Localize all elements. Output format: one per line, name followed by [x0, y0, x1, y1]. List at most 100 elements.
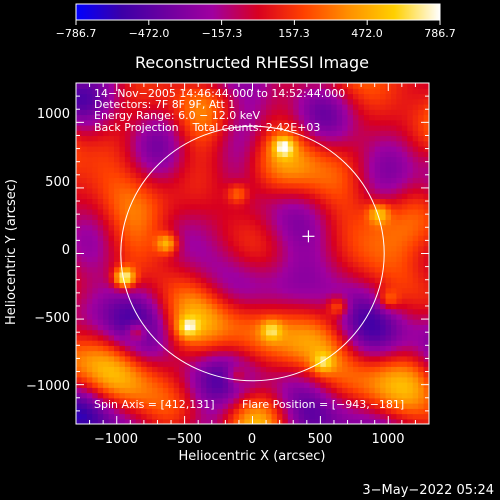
heatmap-cell: [217, 355, 224, 362]
heatmap-cell: [352, 371, 359, 378]
heatmap-cell: [331, 308, 338, 315]
heatmap-cell: [293, 256, 300, 262]
heatmap-cell: [184, 376, 191, 383]
heatmap-cell: [412, 319, 419, 325]
heatmap-cell: [374, 319, 381, 325]
heatmap-cell: [418, 130, 425, 137]
heatmap-cell: [86, 235, 93, 241]
heatmap-cell: [211, 151, 218, 158]
heatmap-cell: [249, 245, 256, 252]
heatmap-cell: [76, 203, 83, 210]
heatmap-cell: [119, 187, 126, 194]
heatmap-cell: [141, 145, 148, 152]
heatmap-cell: [369, 282, 376, 289]
heatmap-cell: [255, 109, 262, 116]
heatmap-cell: [222, 245, 229, 252]
heatmap-cell: [255, 361, 262, 367]
heatmap-cell: [244, 397, 251, 404]
heatmap-cell: [352, 145, 359, 152]
heatmap-cell: [380, 413, 387, 420]
heatmap-cell: [412, 376, 419, 383]
heatmap-cell: [358, 340, 365, 346]
heatmap-cell: [211, 355, 218, 362]
heatmap-cell: [390, 413, 398, 420]
heatmap-cell: [179, 88, 186, 95]
heatmap-cell: [282, 151, 289, 158]
heatmap-cell: [352, 219, 359, 226]
heatmap-cell: [304, 324, 311, 331]
heatmap-cell: [396, 109, 403, 116]
heatmap-cell: [320, 193, 327, 200]
heatmap-cell: [293, 193, 300, 200]
heatmap-cell: [211, 224, 218, 231]
heatmap-cell: [86, 413, 93, 420]
heatmap-cell: [108, 292, 115, 299]
heatmap-cell: [380, 382, 387, 388]
heatmap-cell: [380, 366, 387, 373]
heatmap-cell: [162, 340, 169, 346]
heatmap-cell: [369, 224, 376, 231]
heatmap-cell: [179, 166, 186, 173]
heatmap-cell: [103, 376, 110, 383]
heatmap-cell: [287, 350, 294, 357]
heatmap-cell: [238, 382, 245, 388]
heatmap-cell: [347, 229, 354, 236]
heatmap-cell: [374, 350, 381, 357]
heatmap-cell: [249, 198, 256, 205]
heatmap-cell: [385, 172, 392, 179]
heatmap-cell: [162, 88, 169, 95]
heatmap-cell: [244, 313, 251, 320]
heatmap-cell: [119, 371, 126, 378]
heatmap-cell: [86, 382, 93, 388]
heatmap-cell: [233, 387, 240, 394]
heatmap-cell: [314, 135, 321, 142]
heatmap-cell: [184, 124, 191, 131]
heatmap-cell: [401, 256, 408, 262]
heatmap-cell: [352, 114, 359, 121]
heatmap-cell: [325, 88, 332, 95]
heatmap-cell: [195, 256, 202, 262]
heatmap-cell: [271, 193, 278, 200]
heatmap-cell: [81, 156, 88, 163]
heatmap-cell: [114, 208, 121, 215]
heatmap-cell: [380, 245, 387, 252]
heatmap-cell: [255, 135, 262, 142]
heatmap-cell: [168, 187, 175, 194]
heatmap-cell: [407, 261, 414, 268]
colorbar-label-2: −157.3: [202, 27, 243, 40]
heatmap-cell: [358, 371, 365, 378]
heatmap-cell: [255, 382, 262, 388]
heatmap-cell: [217, 350, 224, 357]
heatmap-cell: [168, 124, 175, 131]
heatmap-cell: [380, 408, 387, 415]
heatmap-cell: [320, 387, 327, 394]
timestamp: 3−May−2022 05:24: [362, 483, 494, 498]
heatmap-cell: [222, 282, 229, 289]
heatmap-cell: [124, 298, 131, 304]
heatmap-cell: [390, 287, 398, 294]
heatmap-cell: [358, 161, 365, 168]
heatmap-cell: [287, 203, 294, 210]
heatmap-cell: [363, 156, 370, 163]
heatmap-cell: [190, 345, 197, 352]
heatmap-cell: [342, 145, 349, 152]
heatmap-cell: [320, 256, 327, 262]
heatmap-cell: [276, 382, 283, 388]
heatmap-cell: [342, 292, 349, 299]
heatmap-cell: [146, 208, 153, 215]
heatmap-cell: [130, 103, 137, 110]
heatmap-cell: [130, 376, 137, 383]
heatmap-cell: [412, 345, 419, 352]
heatmap-cell: [135, 235, 142, 241]
heatmap-cell: [217, 177, 224, 184]
heatmap-cell: [146, 119, 153, 126]
heatmap-cell: [363, 161, 370, 168]
heatmap-cell: [217, 303, 224, 310]
heatmap-cell: [249, 93, 256, 100]
heatmap-cell: [81, 98, 88, 105]
heatmap-cell: [157, 172, 164, 179]
heatmap-cell: [222, 182, 229, 189]
heatmap-cell: [108, 214, 115, 220]
heatmap-cell: [282, 224, 289, 231]
heatmap-cell: [385, 392, 392, 399]
